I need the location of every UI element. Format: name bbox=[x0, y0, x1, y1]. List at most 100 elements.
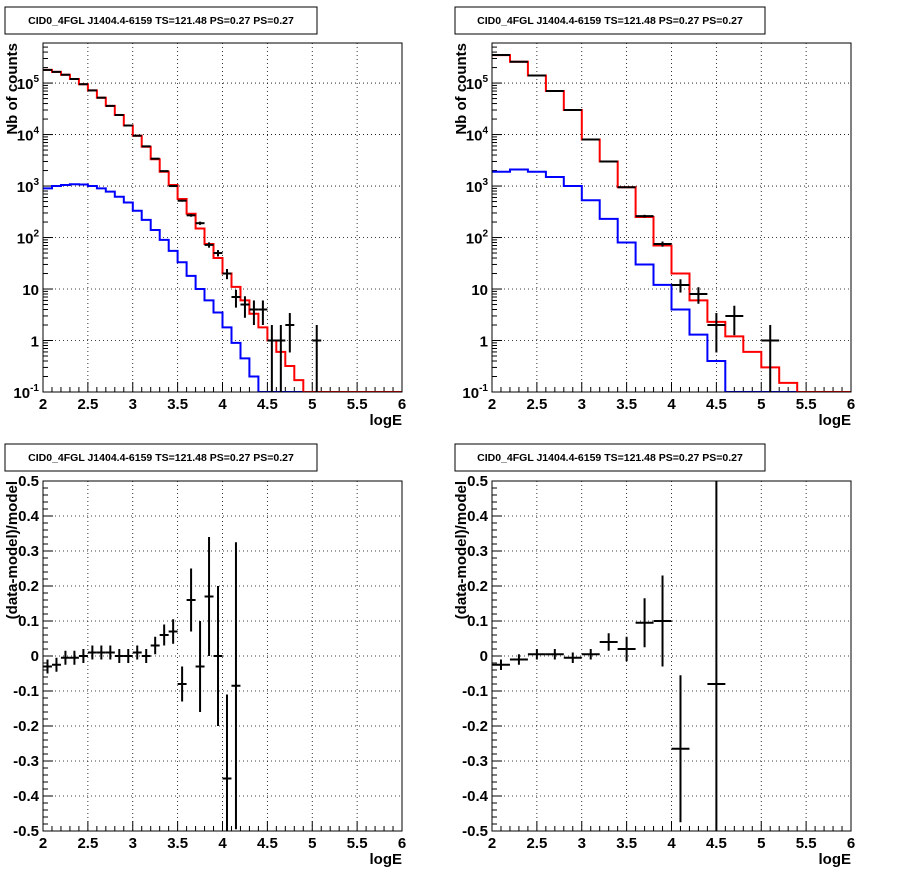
y-tick-label: 0.2 bbox=[18, 578, 39, 595]
x-tick-label: 5 bbox=[308, 396, 316, 413]
series-line-1 bbox=[43, 183, 402, 392]
y-tick-label: 103 bbox=[17, 177, 40, 196]
x-tick-label: 5.5 bbox=[796, 835, 817, 852]
data-point bbox=[707, 481, 726, 831]
y-tick-label: 0.2 bbox=[467, 578, 488, 595]
x-axis-label: logE bbox=[819, 851, 852, 868]
x-tick-label: 3 bbox=[129, 396, 137, 413]
chart-4: CID0_4FGL J1404.4-6159 TS=121.48 PS=0.27… bbox=[453, 443, 855, 868]
data-point bbox=[222, 694, 232, 831]
y-tick-label: 102 bbox=[17, 229, 40, 248]
x-tick-label: 3 bbox=[578, 835, 586, 852]
data-point bbox=[43, 659, 52, 674]
data-point bbox=[96, 645, 106, 660]
y-tick-label: 10 bbox=[471, 282, 488, 299]
data-point bbox=[231, 289, 241, 308]
data-point bbox=[222, 269, 232, 280]
y-tick-label: 105 bbox=[466, 74, 489, 93]
data-point bbox=[492, 659, 510, 670]
y-tick-label: 0.5 bbox=[467, 473, 488, 490]
y-tick-label: -0.4 bbox=[13, 788, 40, 805]
title-box bbox=[454, 443, 766, 472]
data-point bbox=[617, 636, 636, 662]
x-tick-label: 4 bbox=[667, 835, 676, 852]
data-point bbox=[114, 649, 124, 663]
y-tick-label: 10-1 bbox=[13, 383, 39, 402]
data-point bbox=[671, 675, 690, 823]
y-tick-label: 0 bbox=[31, 648, 39, 665]
x-axis-label: logE bbox=[370, 851, 403, 868]
x-tick-label: 5.5 bbox=[796, 396, 817, 413]
data-point bbox=[635, 214, 654, 218]
x-tick-label: 2.5 bbox=[526, 835, 547, 852]
y-tick-label: -0.4 bbox=[462, 788, 489, 805]
data-point bbox=[258, 300, 268, 326]
y-tick-label: 10-1 bbox=[462, 383, 488, 402]
chart-title: CID0_4FGL J1404.4-6159 TS=121.48 PS=0.27… bbox=[477, 15, 743, 27]
data-point bbox=[105, 645, 115, 660]
data-point bbox=[204, 537, 214, 656]
chart-3: CID0_4FGL J1404.4-6159 TS=121.48 PS=0.27… bbox=[4, 443, 406, 868]
plot-frame bbox=[491, 42, 852, 393]
title-box bbox=[454, 6, 766, 35]
data-point bbox=[186, 214, 196, 217]
x-tick-label: 6 bbox=[398, 835, 406, 852]
data-point bbox=[563, 652, 582, 663]
data-point bbox=[249, 300, 259, 326]
plot-frame bbox=[491, 480, 852, 832]
y-tick-label: -0.3 bbox=[462, 753, 488, 770]
data-point bbox=[231, 542, 241, 830]
data-point bbox=[177, 199, 187, 202]
data-point bbox=[635, 598, 654, 648]
data-point bbox=[617, 186, 636, 189]
data-point bbox=[761, 325, 780, 392]
y-tick-label: 0.3 bbox=[467, 543, 488, 560]
x-tick-label: 4 bbox=[667, 396, 676, 413]
data-point bbox=[213, 586, 223, 726]
plot-data bbox=[43, 537, 241, 831]
x-tick-label: 4.5 bbox=[706, 396, 727, 413]
x-tick-label: 4.5 bbox=[257, 835, 278, 852]
data-point bbox=[285, 313, 295, 353]
x-axis-label: logE bbox=[819, 412, 852, 429]
plot-data bbox=[492, 481, 726, 831]
data-point bbox=[159, 170, 169, 173]
data-point bbox=[177, 666, 187, 702]
y-tick-label: 10 bbox=[22, 282, 39, 299]
data-point bbox=[150, 157, 160, 160]
grid bbox=[492, 43, 851, 392]
y-tick-label: 0.3 bbox=[18, 543, 39, 560]
x-tick-label: 3.5 bbox=[167, 835, 188, 852]
data-point bbox=[707, 313, 726, 353]
y-tick-label: 1 bbox=[31, 334, 39, 351]
plot-data bbox=[43, 68, 402, 392]
data-point bbox=[186, 568, 196, 632]
data-point bbox=[168, 619, 178, 644]
x-tick-label: 5.5 bbox=[347, 396, 368, 413]
y-tick-label: 104 bbox=[466, 126, 489, 145]
data-point bbox=[671, 279, 690, 293]
data-point bbox=[204, 242, 214, 248]
y-tick-label: 105 bbox=[17, 74, 40, 93]
x-tick-label: 2.5 bbox=[77, 396, 98, 413]
y-tick-label: -0.2 bbox=[462, 718, 488, 735]
x-tick-label: 3.5 bbox=[167, 396, 188, 413]
y-axis-label: Nb of counts bbox=[4, 43, 21, 135]
x-tick-label: 2.5 bbox=[526, 396, 547, 413]
y-tick-label: 0.1 bbox=[18, 613, 39, 630]
title-box bbox=[4, 6, 318, 35]
data-point bbox=[123, 649, 133, 663]
data-point bbox=[240, 296, 250, 318]
x-tick-label: 6 bbox=[398, 396, 406, 413]
data-point bbox=[581, 649, 600, 660]
y-tick-label: -0.5 bbox=[462, 823, 488, 840]
x-tick-label: 3 bbox=[578, 396, 586, 413]
data-point bbox=[195, 621, 205, 712]
y-tick-label: 0.4 bbox=[467, 508, 489, 525]
series-line-1 bbox=[492, 168, 851, 392]
x-tick-label: 5 bbox=[757, 396, 765, 413]
x-tick-label: 3.5 bbox=[616, 835, 637, 852]
x-tick-label: 2 bbox=[39, 396, 47, 413]
